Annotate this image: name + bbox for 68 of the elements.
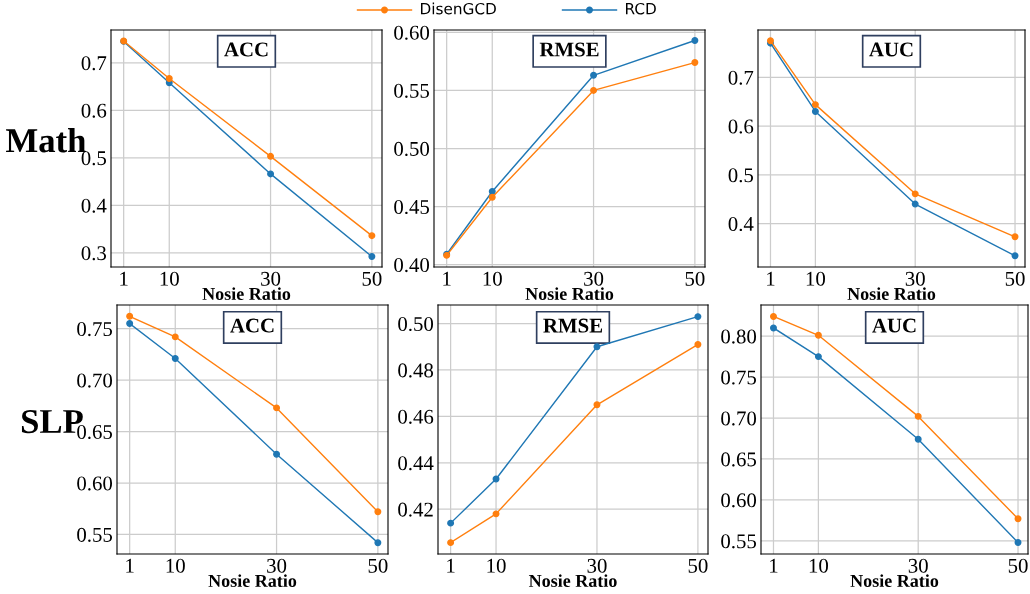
x-axis-title: Nosie Ratio <box>850 574 939 587</box>
y-tick-label: 0.7 <box>81 56 107 71</box>
y-tick-label: 0.50 <box>394 141 430 157</box>
x-tick-label: 1 <box>447 558 455 573</box>
x-tick-label: 10 <box>160 271 179 286</box>
x-tick-label: 30 <box>908 558 928 573</box>
x-tick-label: 10 <box>806 271 826 286</box>
x-tick-label: 50 <box>1005 271 1025 286</box>
x-tick-label: 10 <box>809 558 829 573</box>
x-tick-label: 10 <box>166 558 185 573</box>
y-tick-label: 0.6 <box>81 103 107 118</box>
x-tick-label: 50 <box>685 271 705 286</box>
y-tick-label: 0.60 <box>77 476 113 491</box>
text: Math <box>6 128 86 153</box>
chart-title: AUC <box>869 42 913 57</box>
y-tick-label: 0.50 <box>398 316 434 332</box>
x-axis-title: Nosie Ratio <box>847 287 936 300</box>
y-tick-label: 0.44 <box>398 456 434 471</box>
x-axis-title: Nosie Ratio <box>208 574 297 587</box>
x-axis-title: Nosie Ratio <box>202 287 291 300</box>
x-tick-label: 1 <box>443 271 451 286</box>
y-tick-label: 0.55 <box>721 534 757 549</box>
legend-label: RCD <box>626 2 656 15</box>
x-tick-label: 30 <box>587 558 607 573</box>
x-axis-title: Nosie Ratio <box>525 287 614 300</box>
x-tick-label: 50 <box>368 558 388 573</box>
chart-title: ACC <box>224 42 268 57</box>
y-tick-label: 0.46 <box>398 409 434 424</box>
x-tick-label: 1 <box>120 271 128 286</box>
chart-title: RMSE <box>539 42 599 57</box>
y-tick-label: 0.70 <box>77 373 113 388</box>
chart-title: RMSE <box>543 318 603 333</box>
y-tick-label: 0.40 <box>394 258 430 273</box>
y-tick-label: 0.55 <box>394 83 430 98</box>
x-tick-label: 30 <box>905 271 925 286</box>
y-tick-label: 0.5 <box>728 168 754 183</box>
x-tick-label: 50 <box>688 558 708 573</box>
y-tick-label: 0.45 <box>394 199 430 215</box>
x-tick-label: 10 <box>483 271 502 286</box>
x-tick-label: 1 <box>767 271 775 286</box>
y-tick-label: 0.3 <box>81 246 107 261</box>
y-tick-label: 0.75 <box>77 322 113 337</box>
y-tick-label: 0.65 <box>721 452 757 467</box>
x-tick-label: 30 <box>584 271 604 286</box>
x-tick-label: 50 <box>362 271 382 286</box>
x-tick-label: 1 <box>126 558 134 573</box>
y-tick-label: 0.60 <box>721 493 757 508</box>
y-tick-label: 0.70 <box>721 411 757 426</box>
y-tick-label: 0.6 <box>728 119 754 134</box>
x-axis-title: Nosie Ratio <box>528 574 617 587</box>
x-tick-label: 50 <box>1008 558 1028 573</box>
chart-title: ACC <box>230 318 274 333</box>
y-tick-label: 0.80 <box>721 329 757 344</box>
y-tick-label: 0.60 <box>394 25 430 40</box>
y-tick-label: 0.7 <box>728 70 754 85</box>
legend-label: DisenGCD <box>421 2 496 15</box>
y-tick-label: 0.48 <box>398 363 434 378</box>
x-tick-label: 10 <box>487 558 506 573</box>
y-tick-label: 0.4 <box>81 198 107 213</box>
x-tick-label: 30 <box>267 558 287 573</box>
y-tick-label: 0.42 <box>398 502 433 517</box>
x-tick-label: 30 <box>261 271 281 286</box>
y-tick-label: 0.75 <box>721 370 757 385</box>
y-tick-label: 0.55 <box>77 527 113 542</box>
y-tick-label: 0.5 <box>81 151 107 166</box>
chart-title: AUC <box>872 318 916 333</box>
y-tick-label: 0.4 <box>728 216 754 232</box>
x-tick-label: 1 <box>770 558 778 573</box>
